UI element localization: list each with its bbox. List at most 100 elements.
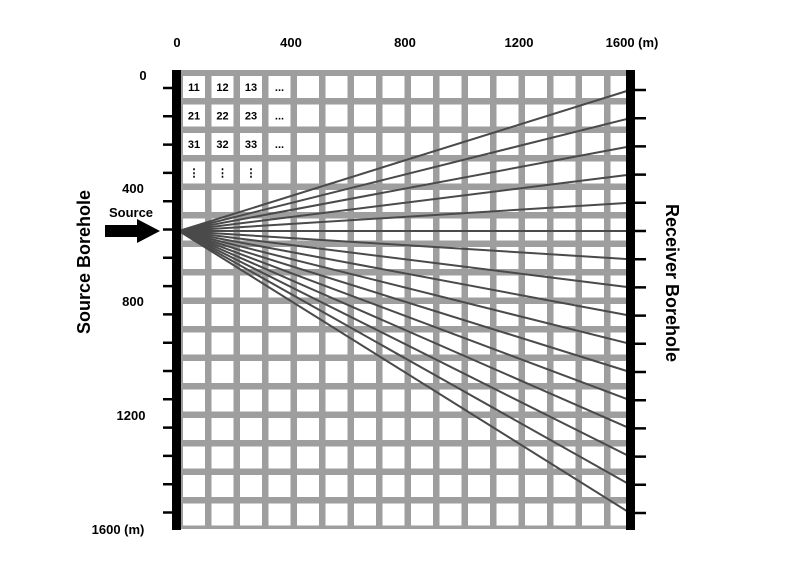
grid-cell [382, 446, 405, 469]
grid-cell [354, 475, 376, 497]
grid-cell [439, 503, 462, 526]
grid-cell [183, 361, 205, 383]
grid-cell [525, 76, 547, 98]
grid-cell [268, 503, 291, 526]
grid-cell [268, 475, 291, 497]
grid-cell [325, 218, 348, 241]
ray-path [178, 230, 631, 430]
grid-cell [211, 161, 234, 184]
grid-cell [211, 446, 234, 469]
grid-cell [297, 361, 319, 383]
grid-cell [183, 190, 205, 212]
grid-cell [297, 304, 319, 326]
grid-cell [183, 332, 205, 355]
grid-cell [439, 190, 462, 212]
grid-cell [525, 304, 547, 326]
grid-cell [496, 190, 519, 212]
receiver-borehole-label: Receiver Borehole [662, 204, 682, 362]
receiver-borehole [626, 70, 635, 530]
grid-cell [211, 190, 234, 212]
grid-cell [297, 247, 319, 269]
grid-cell [240, 389, 262, 412]
cell-label: ⋮ [189, 168, 200, 180]
grid-cell [439, 475, 462, 497]
cell-label: 21 [188, 111, 200, 123]
grid-cell [268, 361, 291, 383]
grid-cell [382, 361, 405, 383]
grid-cell [240, 475, 262, 497]
grid-cell [297, 446, 319, 469]
grid-cell [411, 418, 433, 440]
grid-cell [268, 133, 291, 155]
grid-cell [354, 133, 376, 155]
cell-label: ... [275, 82, 284, 94]
grid-cell [496, 218, 519, 241]
grid-cell [211, 361, 234, 383]
cell-label: ... [275, 139, 284, 151]
cell-labels: 11 12 13 ... 21 22 23 ... 31 32 33 ... ⋮ ⋮ ⋮ [188, 82, 284, 180]
grid-cell [268, 332, 291, 355]
grid-cell [582, 104, 604, 127]
cell-label: 22 [216, 111, 228, 123]
grid-cell [354, 218, 376, 241]
grid-cell [211, 503, 234, 526]
ray-path [178, 230, 631, 458]
grid-cell [268, 389, 291, 412]
borehole-tick-marks [163, 86, 646, 515]
grid-cell [468, 418, 490, 440]
top-tick-label: 1600 (m) [606, 35, 659, 50]
grid-cell [496, 76, 519, 98]
grid-cell [211, 133, 234, 155]
left-tick-label: 0 [139, 68, 146, 83]
grid-cell [582, 389, 604, 412]
grid-cell [211, 104, 234, 127]
grid-cell [525, 161, 547, 184]
top-tick-label: 400 [280, 35, 302, 50]
grid-cell [325, 332, 348, 355]
grid-cell [439, 446, 462, 469]
grid-cell [183, 304, 205, 326]
grid-cell [240, 304, 262, 326]
ray-path [178, 230, 631, 261]
grid-cell [582, 133, 604, 155]
grid-cell [468, 218, 490, 241]
grid-cell [468, 475, 490, 497]
grid-cell [496, 418, 519, 440]
grid-cell [582, 332, 604, 355]
grid-cell [354, 247, 376, 269]
ray-path [178, 230, 631, 486]
grid-cell [553, 133, 576, 155]
grid-cell [439, 76, 462, 98]
grid-cell [439, 361, 462, 383]
grid-cell [268, 161, 291, 184]
grid-cell [553, 503, 576, 526]
grid-cell [240, 446, 262, 469]
top-tick-label: 0 [173, 35, 180, 50]
grid-cell [496, 446, 519, 469]
grid-cell [325, 76, 348, 98]
grid-cell [240, 275, 262, 298]
grid-cell [525, 275, 547, 298]
grid-cell [354, 76, 376, 98]
grid-cell [183, 389, 205, 412]
grid-cell [496, 475, 519, 497]
grid-cell [411, 503, 433, 526]
grid-cell [325, 446, 348, 469]
grid-cell [382, 133, 405, 155]
ray-path [178, 145, 631, 232]
ray-path [178, 201, 631, 232]
grid-cell [582, 475, 604, 497]
grid-cell [468, 104, 490, 127]
ray-paths [178, 89, 631, 514]
grid-cell [582, 361, 604, 383]
grid-cell [240, 161, 262, 184]
grid-cell [553, 104, 576, 127]
grid-cell [382, 503, 405, 526]
grid-cell [325, 361, 348, 383]
grid-cell [468, 503, 490, 526]
grid-cell [297, 161, 319, 184]
grid-cell [297, 104, 319, 127]
left-tick-label: 1600 (m) [92, 522, 145, 537]
grid-cell [382, 389, 405, 412]
grid-cell [553, 161, 576, 184]
